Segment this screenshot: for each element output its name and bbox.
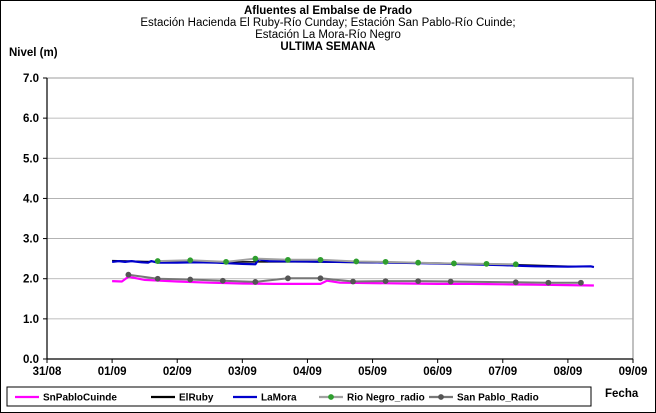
- data-point-rio-negro-radio: [353, 258, 360, 265]
- data-point-san-pablo-radio: [187, 276, 194, 283]
- plot-area: [46, 77, 634, 360]
- data-point-rio-negro-radio: [415, 259, 422, 266]
- legend-label-lamora: LaMora: [261, 393, 297, 404]
- y-tick-label: 5.0: [23, 153, 39, 165]
- data-point-san-pablo-radio: [125, 271, 132, 278]
- data-point-rio-negro-radio: [187, 257, 194, 264]
- y-tick-label: 3.0: [23, 234, 39, 246]
- data-point-rio-negro-radio: [252, 255, 259, 262]
- x-tick-label: 01/09: [98, 366, 127, 378]
- legend-label-san-pablo-radio: San Pablo_Radio: [457, 393, 539, 404]
- x-tick-label: 03/09: [228, 366, 257, 378]
- chart-subtitle-line-1: Estación Hacienda El Ruby-Río Cunday; Es…: [140, 17, 516, 29]
- data-point-rio-negro-radio: [154, 258, 161, 264]
- legend: [6, 386, 592, 407]
- data-point-rio-negro-radio: [223, 258, 229, 265]
- x-tick-label: 31/08: [33, 366, 62, 378]
- series-line-snpablocuinde: [112, 275, 594, 287]
- y-axis-label: Nivel (m): [9, 47, 58, 59]
- data-point-san-pablo-radio: [219, 277, 226, 284]
- y-tick-label: 4.0: [23, 193, 39, 205]
- chart-subtitle-line-2: Estación La Mora-Río Negro: [255, 29, 401, 41]
- data-point-rio-negro-radio: [483, 260, 490, 267]
- data-point-san-pablo-radio: [447, 278, 454, 285]
- x-tick-label: 02/09: [163, 366, 192, 378]
- data-point-san-pablo-radio: [578, 279, 584, 286]
- series-line-lamora: [111, 258, 595, 269]
- y-tick-label: 0.0: [23, 354, 39, 366]
- data-point-rio-negro-radio: [285, 256, 291, 263]
- data-point-san-pablo-radio: [154, 275, 161, 282]
- data-point-san-pablo-radio: [317, 275, 324, 282]
- legend-label-elruby: ElRuby: [179, 393, 214, 404]
- series-line-san-pablo-radio: [128, 273, 581, 284]
- legend-label-snpablocuinde: SnPabloCuinde: [43, 393, 117, 404]
- data-point-rio-negro-radio: [317, 256, 324, 263]
- data-point-san-pablo-radio: [285, 275, 291, 282]
- series-line-rio-negro-radio: [157, 257, 516, 266]
- x-tick-label: 07/09: [488, 366, 517, 378]
- x-tick-label: 09/09: [619, 366, 648, 378]
- chart-header: Afluentes al Embalse de Prado Estación H…: [1, 5, 655, 53]
- data-point-san-pablo-radio: [252, 279, 259, 285]
- legend-marker-san-pablo-radio: [438, 394, 444, 400]
- y-tick-label: 2.0: [23, 274, 39, 286]
- x-tick-label: 08/09: [553, 366, 582, 378]
- data-point-rio-negro-radio: [451, 260, 457, 267]
- legend-label-rio-negro-radio: Rio Negro_radio: [347, 393, 425, 404]
- x-tick-label: 04/09: [293, 366, 322, 378]
- data-point-rio-negro-radio: [512, 261, 519, 268]
- data-point-san-pablo-radio: [415, 278, 422, 285]
- y-tick-label: 6.0: [23, 113, 39, 125]
- data-point-san-pablo-radio: [545, 279, 552, 286]
- x-tick-label: 06/09: [423, 366, 452, 378]
- data-point-san-pablo-radio: [350, 278, 356, 285]
- y-tick-label: 7.0: [23, 73, 39, 85]
- x-tick-label: 05/09: [358, 366, 387, 378]
- chart-title: Afluentes al Embalse de Prado: [243, 5, 413, 17]
- x-axis-label: Fecha: [605, 388, 639, 400]
- data-point-san-pablo-radio: [512, 279, 519, 286]
- data-point-rio-negro-radio: [382, 258, 389, 265]
- chart-period-label: ULTIMA SEMANA: [280, 41, 376, 53]
- legend-marker-rio-negro-radio: [328, 394, 334, 400]
- data-point-san-pablo-radio: [382, 278, 389, 285]
- y-tick-label: 1.0: [23, 314, 39, 326]
